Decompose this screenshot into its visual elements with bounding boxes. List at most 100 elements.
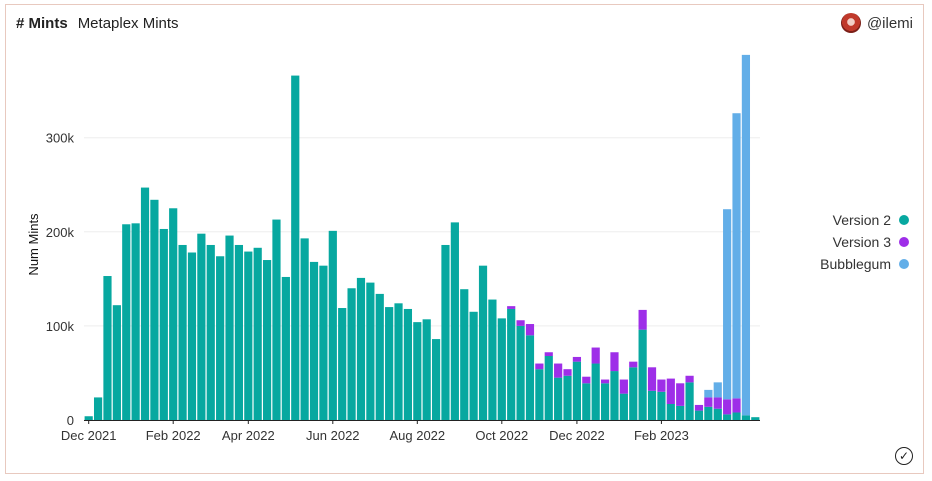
bar-version-2[interactable]: [694, 410, 704, 420]
bar-version-2[interactable]: [140, 187, 150, 420]
bar-version-2[interactable]: [300, 238, 309, 420]
bar-version-3[interactable]: [554, 363, 563, 378]
bar-version-2[interactable]: [150, 199, 159, 420]
bar-version-3[interactable]: [666, 378, 675, 404]
bar-version-2[interactable]: [216, 256, 225, 420]
bar-version-2[interactable]: [619, 393, 628, 420]
bar-version-2[interactable]: [131, 223, 140, 420]
bar-version-2[interactable]: [441, 244, 450, 420]
legend-item-bubblegum[interactable]: Bubblegum: [820, 253, 909, 275]
bar-version-2[interactable]: [84, 416, 93, 420]
bar-version-3[interactable]: [629, 361, 638, 368]
bar-version-3[interactable]: [694, 404, 704, 411]
bar-version-2[interactable]: [272, 219, 281, 420]
bar-version-2[interactable]: [666, 404, 675, 420]
bar-version-2[interactable]: [629, 367, 638, 420]
bar-version-2[interactable]: [206, 244, 215, 420]
bar-version-3[interactable]: [723, 399, 732, 415]
bar-version-2[interactable]: [572, 361, 582, 420]
bar-version-2[interactable]: [582, 383, 591, 420]
bar-version-2[interactable]: [600, 383, 610, 420]
bar-version-2[interactable]: [234, 244, 244, 420]
bar-version-2[interactable]: [319, 265, 328, 420]
bar-version-3[interactable]: [516, 320, 525, 326]
bar-version-2[interactable]: [187, 252, 197, 421]
user-badge[interactable]: @ilemi: [840, 13, 913, 33]
bar-version-2[interactable]: [554, 377, 563, 420]
bar-bubblegum[interactable]: [713, 382, 722, 398]
bar-version-2[interactable]: [169, 208, 178, 420]
bar-version-2[interactable]: [723, 414, 732, 420]
bar-bubblegum[interactable]: [704, 389, 713, 398]
bar-version-2[interactable]: [638, 329, 647, 420]
bar-version-2[interactable]: [610, 371, 619, 420]
bar-version-2[interactable]: [516, 325, 525, 420]
bar-version-2[interactable]: [122, 224, 131, 420]
bar-bubblegum[interactable]: [732, 113, 741, 399]
bar-version-3[interactable]: [507, 306, 516, 309]
bar-version-2[interactable]: [394, 303, 403, 420]
bar-version-2[interactable]: [732, 412, 741, 420]
bar-version-3[interactable]: [544, 352, 553, 357]
bar-version-2[interactable]: [563, 375, 572, 420]
bar-version-2[interactable]: [262, 260, 272, 420]
bar-version-2[interactable]: [338, 308, 347, 420]
bar-version-2[interactable]: [469, 311, 478, 420]
bar-version-2[interactable]: [197, 233, 206, 420]
bar-bubblegum[interactable]: [723, 209, 732, 400]
bar-version-2[interactable]: [478, 265, 488, 420]
bar-version-3[interactable]: [647, 367, 657, 391]
bar-version-2[interactable]: [366, 282, 375, 420]
bar-version-3[interactable]: [685, 375, 694, 383]
bar-version-2[interactable]: [281, 276, 290, 420]
bar-version-2[interactable]: [159, 228, 168, 420]
bar-version-2[interactable]: [657, 391, 666, 420]
bar-version-3[interactable]: [676, 383, 685, 406]
bar-version-3[interactable]: [610, 352, 619, 372]
query-name[interactable]: # Mints: [16, 15, 68, 32]
bar-version-2[interactable]: [751, 417, 760, 420]
bar-version-2[interactable]: [103, 276, 112, 420]
bar-version-2[interactable]: [309, 261, 319, 420]
bar-version-2[interactable]: [704, 406, 713, 420]
chart-title[interactable]: Metaplex Mints: [77, 15, 179, 32]
bar-version-3[interactable]: [525, 324, 535, 336]
bar-version-3[interactable]: [732, 398, 741, 413]
bar-version-3[interactable]: [535, 363, 544, 370]
bar-version-2[interactable]: [347, 288, 356, 420]
bar-version-2[interactable]: [460, 289, 469, 420]
bar-version-2[interactable]: [291, 75, 300, 420]
bar-version-2[interactable]: [488, 299, 497, 420]
bar-version-2[interactable]: [507, 308, 516, 420]
bar-version-3[interactable]: [713, 397, 722, 409]
bar-version-2[interactable]: [375, 293, 384, 420]
bar-version-2[interactable]: [385, 307, 394, 420]
bar-version-3[interactable]: [572, 356, 582, 362]
legend-item-version-3[interactable]: Version 3: [820, 231, 909, 253]
bar-version-2[interactable]: [403, 308, 413, 420]
bar-version-2[interactable]: [741, 415, 751, 420]
bar-version-3[interactable]: [591, 347, 600, 364]
bar-version-2[interactable]: [591, 363, 600, 420]
bar-version-3[interactable]: [619, 379, 628, 394]
bar-version-3[interactable]: [582, 376, 591, 384]
bar-version-3[interactable]: [704, 397, 713, 407]
bar-version-3[interactable]: [657, 379, 666, 392]
bar-version-2[interactable]: [356, 277, 366, 420]
bar-version-3[interactable]: [638, 309, 647, 330]
legend-item-version-2[interactable]: Version 2: [820, 209, 909, 231]
bar-version-3[interactable]: [563, 369, 572, 376]
bar-version-2[interactable]: [225, 235, 234, 420]
bar-version-2[interactable]: [178, 244, 187, 420]
check-circle-icon[interactable]: ✓: [895, 447, 913, 465]
bar-bubblegum[interactable]: [741, 54, 751, 416]
bar-version-2[interactable]: [253, 247, 262, 420]
bar-version-2[interactable]: [525, 335, 535, 420]
bar-version-2[interactable]: [535, 369, 544, 420]
bar-version-2[interactable]: [450, 222, 459, 420]
bar-version-2[interactable]: [685, 382, 694, 420]
bar-version-3[interactable]: [600, 379, 610, 384]
bar-version-2[interactable]: [413, 322, 422, 420]
bar-version-2[interactable]: [676, 405, 685, 420]
bar-version-2[interactable]: [112, 305, 121, 420]
